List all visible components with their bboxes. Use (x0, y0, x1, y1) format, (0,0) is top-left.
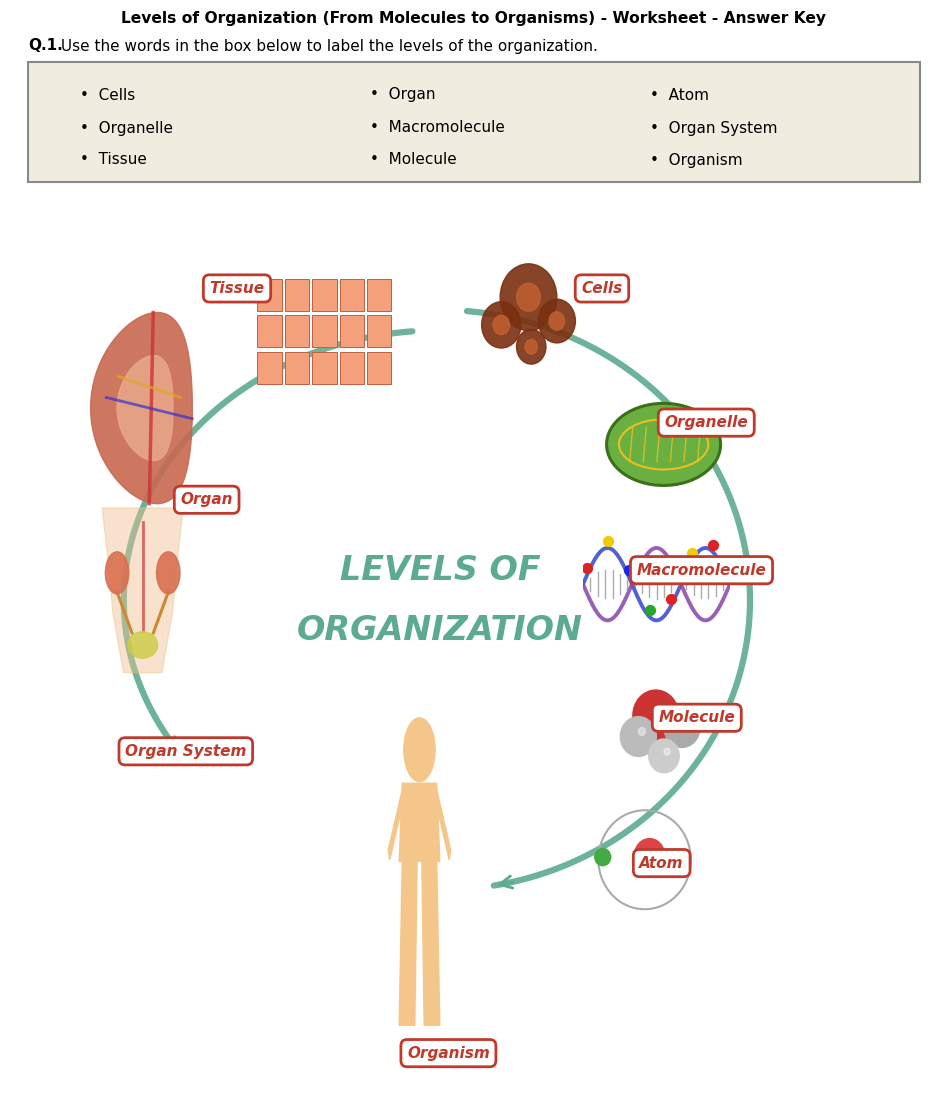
Text: LEVELS OF: LEVELS OF (339, 553, 540, 587)
Text: Tissue: Tissue (210, 281, 264, 296)
Text: Organism: Organism (407, 1045, 490, 1061)
Text: •  Molecule: • Molecule (370, 152, 457, 168)
Text: Macromolecule: Macromolecule (637, 562, 766, 578)
Text: Q.1.: Q.1. (28, 38, 63, 54)
Text: Organelle: Organelle (665, 415, 748, 430)
Text: •  Cells: • Cells (80, 87, 136, 103)
Text: Molecule: Molecule (659, 710, 735, 726)
FancyBboxPatch shape (28, 61, 920, 182)
Text: •  Organ: • Organ (370, 87, 435, 103)
Text: Atom: Atom (640, 855, 684, 871)
Text: •  Organism: • Organism (650, 152, 742, 168)
Text: •  Atom: • Atom (650, 87, 709, 103)
Text: ORGANIZATION: ORGANIZATION (297, 614, 583, 646)
Text: Levels of Organization (From Molecules to Organisms) - Worksheet - Answer Key: Levels of Organization (From Molecules t… (121, 10, 827, 26)
Text: Organ System: Organ System (125, 743, 246, 759)
Text: •  Tissue: • Tissue (80, 152, 147, 168)
Text: •  Organ System: • Organ System (650, 121, 777, 135)
Text: Organ: Organ (180, 492, 233, 508)
Text: Cells: Cells (581, 281, 623, 296)
Text: •  Organelle: • Organelle (80, 121, 173, 135)
Text: Use the words in the box below to label the levels of the organization.: Use the words in the box below to label … (56, 38, 598, 54)
Text: •  Macromolecule: • Macromolecule (370, 121, 505, 135)
